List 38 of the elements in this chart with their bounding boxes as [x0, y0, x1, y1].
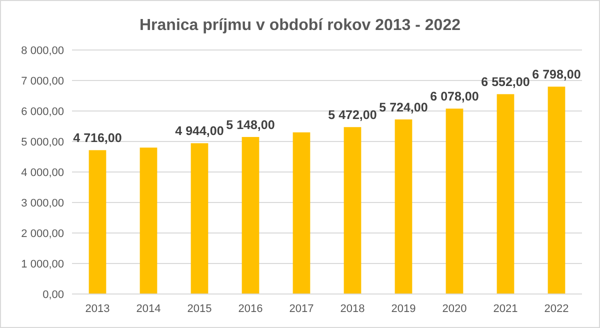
- x-tick-label: 2018: [340, 303, 365, 315]
- bar: [292, 132, 310, 294]
- bar: [88, 150, 106, 294]
- bar: [242, 136, 260, 294]
- y-tick-label: 7 000,00: [21, 76, 64, 88]
- x-tick-label: 2022: [544, 303, 569, 315]
- y-tick-label: 5 000,00: [21, 136, 64, 148]
- bar: [190, 143, 208, 294]
- y-tick-label: 1 000,00: [21, 258, 64, 270]
- y-tick-label: 3 000,00: [21, 198, 64, 210]
- y-tick-label: 2 000,00: [21, 228, 64, 240]
- data-label: 4 716,00: [73, 131, 122, 146]
- data-label: 5 148,00: [226, 118, 275, 132]
- data-label: 6 552,00: [481, 75, 530, 90]
- data-label: 4 944,00: [175, 124, 224, 138]
- bar: [140, 148, 158, 294]
- y-tick-label: 0,00: [42, 289, 64, 301]
- bar: [548, 86, 566, 294]
- x-tick-label: 2021: [493, 303, 518, 315]
- data-label: 6 798,00: [532, 68, 581, 82]
- bar: [446, 108, 464, 294]
- x-tick-label: 2016: [238, 303, 263, 315]
- x-tick-label: 2017: [289, 303, 314, 315]
- data-label: 6 078,00: [430, 90, 479, 104]
- data-label: 5 724,00: [379, 100, 428, 114]
- data-label: 5 472,00: [328, 108, 377, 122]
- bar: [496, 94, 514, 294]
- bar: [344, 127, 362, 294]
- bar: [394, 119, 412, 294]
- y-tick-label: 4 000,00: [21, 167, 64, 179]
- x-tick-label: 2020: [442, 303, 467, 315]
- x-tick-label: 2015: [187, 303, 212, 315]
- x-tick-label: 2013: [85, 303, 110, 315]
- x-tick-label: 2019: [391, 303, 416, 315]
- y-tick-label: 8 000,00: [21, 45, 64, 57]
- y-tick-label: 6 000,00: [21, 106, 64, 118]
- x-tick-label: 2014: [136, 303, 161, 315]
- chart-title: Hranica príjmu v období rokov 2013 - 2022: [140, 17, 461, 34]
